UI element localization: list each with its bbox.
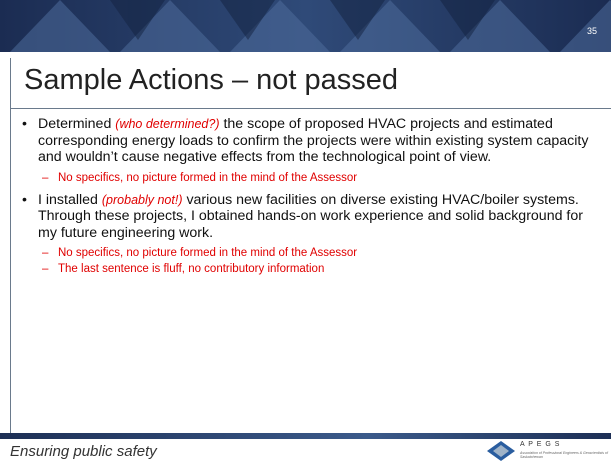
bullet: Determined (who determined?) the scope o… <box>20 116 595 166</box>
note: No specifics, no picture formed in the m… <box>20 245 595 261</box>
logo-name: A P E G S <box>520 441 561 448</box>
logo: A P E G S Association of Professional En… <box>486 440 608 462</box>
text: Determined <box>38 116 116 132</box>
frame <box>10 58 611 438</box>
text: I installed <box>38 191 102 208</box>
aside: (who determined?) <box>115 117 220 131</box>
note: No specifics, no picture formed in the m… <box>20 170 595 186</box>
footer-text: Ensuring public safety <box>10 443 157 460</box>
slide-title: Sample Actions – not passed <box>24 64 399 96</box>
slide-number: 35 <box>586 26 597 36</box>
logo-mark <box>487 441 515 461</box>
text: various new facilities on diverse existi… <box>38 191 583 241</box>
note: The last sentence is fluff, no contribut… <box>20 261 595 277</box>
bullet: I installed (probably not!) various new … <box>20 192 595 242</box>
aside: (probably not!) <box>101 192 183 207</box>
title-rule <box>10 108 611 109</box>
header-band <box>0 0 611 52</box>
content: Determined (who determined?) the scope o… <box>20 116 595 277</box>
text: the scope of proposed HVAC projects and … <box>38 116 589 165</box>
logo-tagline: Association of Professional Engineers & … <box>520 451 608 459</box>
footer-band <box>0 433 611 439</box>
